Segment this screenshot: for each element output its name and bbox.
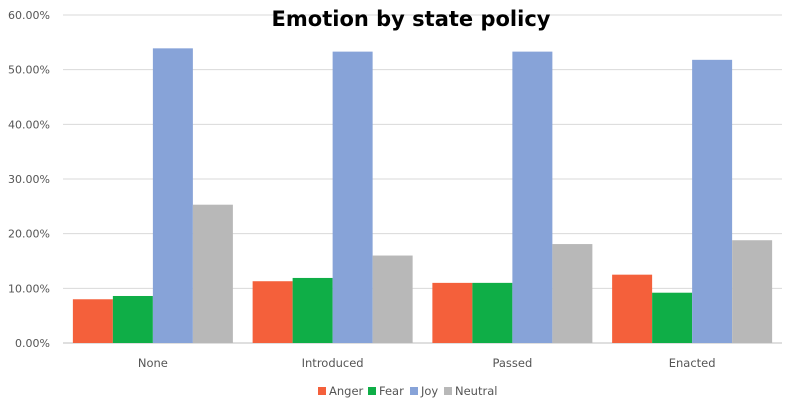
y-tick-label: 10.00% [8,282,50,295]
bar-anger-enacted [612,274,653,343]
y-tick-label: 30.00% [8,173,50,186]
bar-neutral-enacted [732,240,773,343]
y-tick-label: 60.00% [8,9,50,22]
legend-swatch-fear [368,387,376,395]
x-category-label: None [138,356,168,370]
bar-fear-enacted [652,292,693,343]
x-category-label: Passed [492,356,532,370]
bars [72,48,773,344]
bar-anger-passed [432,282,473,343]
bar-joy-enacted [692,59,733,344]
bar-anger-introduced [252,281,293,343]
bar-neutral-introduced [372,255,413,343]
legend-label-anger: Anger [329,384,364,398]
legend: Anger Fear Joy Neutral [318,384,497,398]
bar-fear-introduced [292,277,333,343]
y-axis-tick-labels: 0.00% 10.00% 20.00% 30.00% 40.00% 50.00% 60.00… [8,9,50,350]
y-tick-label: 40.00% [8,118,50,131]
bar-fear-passed [472,282,513,343]
legend-swatch-joy [410,387,418,395]
y-tick-label: 20.00% [8,228,50,241]
bar-joy-introduced [332,51,373,343]
legend-swatch-neutral [444,387,452,395]
x-category-label: Introduced [302,356,364,370]
legend-label-fear: Fear [379,384,404,398]
x-category-label: Enacted [669,356,716,370]
legend-swatch-anger [318,387,326,395]
bar-fear-none [112,295,153,343]
bar-joy-passed [512,51,553,343]
legend-label-neutral: Neutral [455,384,497,398]
legend-label-joy: Joy [420,384,438,398]
bar-neutral-passed [552,244,593,343]
y-tick-label: 0.00% [15,337,50,350]
x-axis-category-labels: None Introduced Passed Enacted [138,356,716,370]
bar-neutral-none [192,204,233,343]
y-tick-label: 50.00% [8,64,50,77]
bar-anger-none [72,299,113,343]
bar-joy-none [152,48,193,343]
chart-title: Emotion by state policy [272,7,551,31]
